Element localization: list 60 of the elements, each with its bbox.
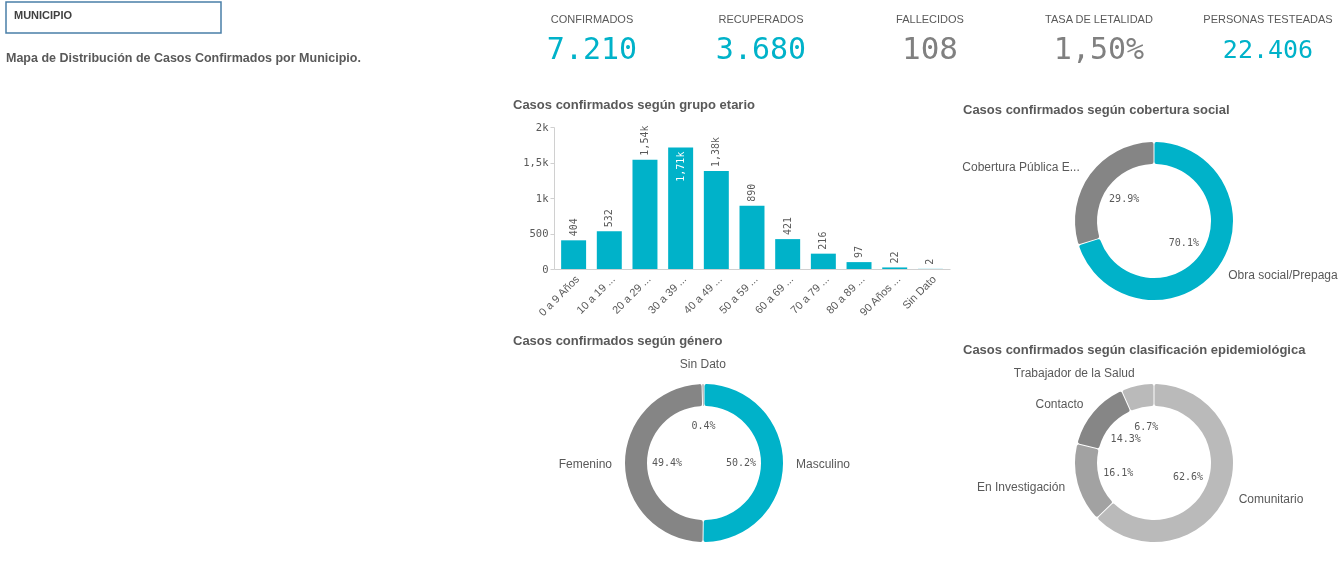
y-tick-label: 0 [542, 262, 549, 275]
text: 3.680 [715, 31, 807, 66]
data-label: 29.9% [1109, 193, 1140, 205]
slice-label: Cobertura Pública E... [962, 159, 1080, 174]
data-label: 14.3% [1110, 433, 1141, 445]
data-label: 890 [746, 183, 757, 202]
chart-title: Casos confirmados según grupo etario [513, 97, 756, 112]
bar [810, 253, 836, 269]
data-label: 0.4% [691, 420, 716, 431]
y-tick-label: 1k [535, 191, 550, 204]
slice-label: Trabajador de la Salud [1013, 366, 1135, 381]
slice-label: Comunitario [1238, 491, 1304, 506]
chart-title: Casos confirmados según cobertura social [963, 102, 1230, 117]
text: 22.406 [1222, 35, 1314, 64]
y-tick-label: 500 [529, 227, 549, 239]
bar [775, 239, 801, 269]
chart-title: Casos confirmados según clasificación epidemiológica [963, 342, 1307, 358]
data-label: 62.6% [1173, 471, 1204, 483]
bar [703, 171, 729, 269]
slice-label: Sin Dato [679, 357, 727, 372]
data-label: 404 [567, 218, 579, 237]
bar [846, 262, 872, 269]
data-label: 49.4% [651, 457, 683, 469]
text: 7.210 [546, 31, 638, 66]
data-label: 1,71k [674, 151, 686, 182]
text: 1,50% [1053, 31, 1145, 66]
data-label: 70.1% [1168, 236, 1199, 248]
data-label: 16.1% [1103, 466, 1134, 478]
data-label: 1,54k [638, 125, 650, 156]
data-label: 22 [888, 251, 900, 264]
slice-label: Femenino [558, 456, 613, 471]
data-label: 1,38k [710, 136, 722, 168]
bar [596, 231, 622, 269]
slice-label: En Investigación [977, 479, 1066, 494]
data-label: 97 [853, 246, 865, 259]
category-label: PERSONAS TESTEADAS [1203, 13, 1333, 25]
category-label: TASA DE LETALIDAD [1045, 13, 1153, 25]
category-label: CONFIRMADOS [550, 13, 634, 25]
slice-label: Obra social/Prepaga [1228, 268, 1338, 283]
chart-title: Casos confirmados según género [513, 333, 723, 349]
y-tick-label: 2k [535, 120, 550, 133]
donut-slice [1098, 384, 1233, 542]
y-tick-label: 1,5k [523, 156, 550, 168]
data-label: 6.7% [1134, 420, 1159, 432]
slice-label: Contacto [1035, 396, 1084, 411]
category-label: RECUPERADOS [718, 13, 804, 25]
bar [668, 147, 694, 269]
category-label: FALLECIDOS [896, 13, 964, 25]
data-label: 421 [781, 217, 793, 236]
data-label: 532 [603, 209, 615, 228]
bar [632, 159, 658, 269]
slice-label: Masculino [796, 456, 851, 471]
data-label: 50.2% [725, 457, 757, 469]
text: 108 [902, 30, 958, 66]
data-label: 2 [924, 258, 936, 265]
bar [739, 205, 765, 269]
text: Mapa de Distribución de Casos Confirmados por Municipio. [6, 51, 361, 65]
bar [561, 240, 587, 269]
text: MUNICIPIO [14, 9, 73, 21]
data-label: 216 [817, 231, 829, 250]
